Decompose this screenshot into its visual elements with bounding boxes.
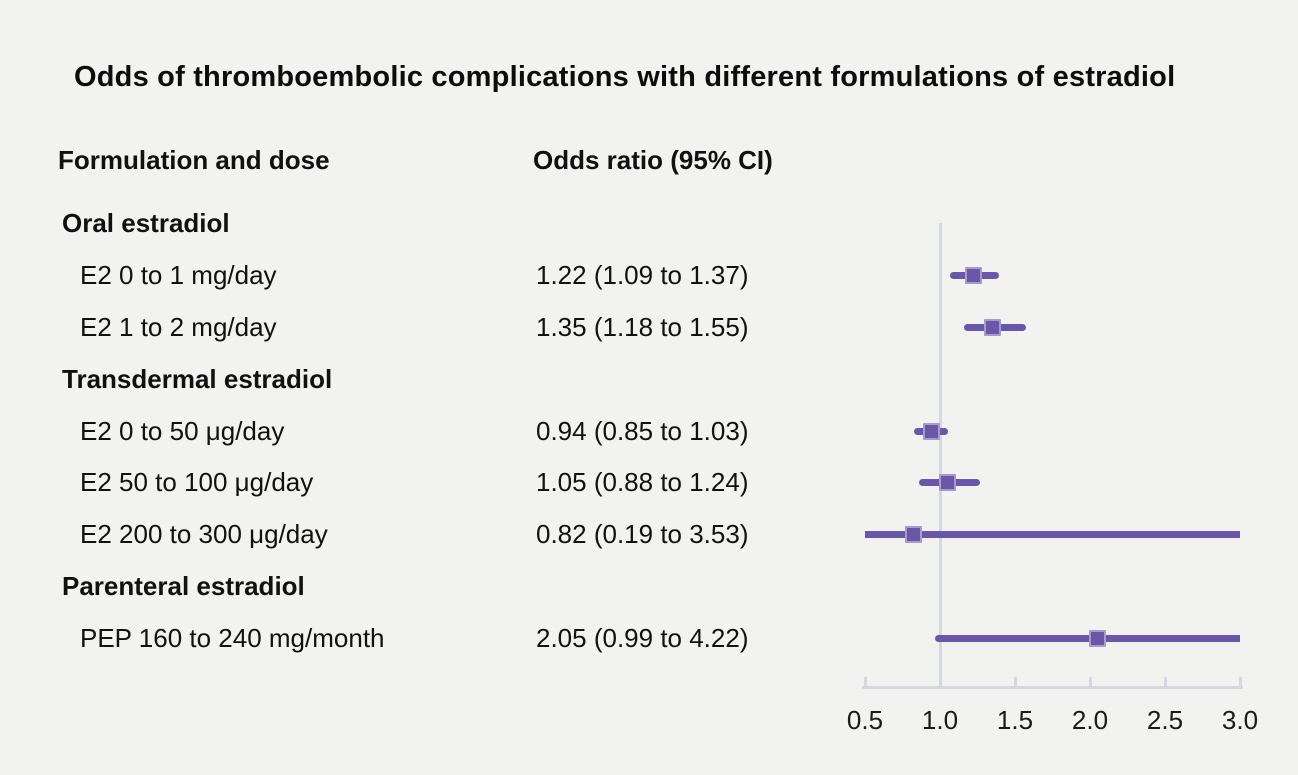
column-header-formulation: Formulation and dose: [58, 145, 330, 175]
row-value: 1.22 (1.09 to 1.37): [536, 260, 749, 291]
group-row: Parenteral estradiol: [0, 561, 860, 613]
row-label: Transdermal estradiol: [62, 363, 333, 394]
group-row: Transdermal estradiol: [0, 353, 860, 405]
axis-tick: [1238, 677, 1242, 687]
axis-tick-label: 1.5: [996, 705, 1034, 735]
axis-tick-label: 0.5: [846, 705, 884, 735]
ci-line: [935, 634, 1240, 642]
column-header-odds-ratio: Odds ratio (95% CI): [533, 145, 773, 175]
or-marker: [984, 319, 1001, 336]
row-label: Parenteral estradiol: [62, 570, 305, 601]
reference-line: [938, 223, 942, 688]
axis-tick: [1013, 677, 1017, 687]
item-row: E2 200 to 300 μg/day 0.82 (0.19 to 3.53): [0, 509, 860, 561]
or-marker: [1089, 629, 1106, 647]
row-label: PEP 160 to 240 mg/month: [80, 622, 385, 653]
row-label: E2 1 to 2 mg/day: [80, 311, 277, 342]
axis-tick-label: 1.0: [921, 705, 959, 735]
item-row: E2 0 to 50 μg/day 0.94 (0.85 to 1.03): [0, 405, 860, 457]
axis-tick: [863, 677, 867, 687]
axis-tick: [938, 677, 942, 687]
row-value: 2.05 (0.99 to 4.22): [536, 622, 749, 653]
row-value: 1.05 (0.88 to 1.24): [536, 467, 749, 498]
or-marker: [964, 267, 982, 285]
axis-tick: [1088, 677, 1092, 687]
axis-tick-label: 2.0: [1071, 705, 1109, 735]
or-marker: [922, 422, 940, 440]
row-label: E2 200 to 300 μg/day: [80, 519, 328, 550]
axis-tick-label: 3.0: [1221, 705, 1259, 735]
item-row: PEP 160 to 240 mg/month 2.05 (0.99 to 4.2…: [0, 612, 860, 664]
item-row: E2 1 to 2 mg/day 1.35 (1.18 to 1.55): [0, 302, 860, 354]
rows: Oral estradiol E2 0 to 1 mg/day 1.22 (1.09…: [0, 198, 860, 664]
axis-tick: [1163, 677, 1167, 687]
row-label: E2 0 to 1 mg/day: [80, 260, 277, 291]
group-row: Oral estradiol: [0, 198, 860, 250]
row-value: 0.82 (0.19 to 3.53): [536, 519, 749, 550]
row-label: E2 0 to 50 μg/day: [80, 415, 285, 446]
or-marker: [939, 474, 956, 492]
x-axis-line: [862, 686, 1243, 689]
row-label: Oral estradiol: [62, 208, 230, 239]
row-label: E2 50 to 100 μg/day: [80, 467, 314, 498]
axis-tick-label: 2.5: [1146, 705, 1184, 735]
row-value: 0.94 (0.85 to 1.03): [536, 415, 749, 446]
figure-title: Odds of thromboembolic complications wit…: [74, 61, 1176, 93]
row-value: 1.35 (1.18 to 1.55): [536, 311, 749, 342]
or-marker: [904, 526, 922, 544]
ci-line: [865, 531, 1240, 539]
item-row: E2 0 to 1 mg/day 1.22 (1.09 to 1.37): [0, 250, 860, 302]
item-row: E2 50 to 100 μg/day 1.05 (0.88 to 1.24): [0, 457, 860, 509]
